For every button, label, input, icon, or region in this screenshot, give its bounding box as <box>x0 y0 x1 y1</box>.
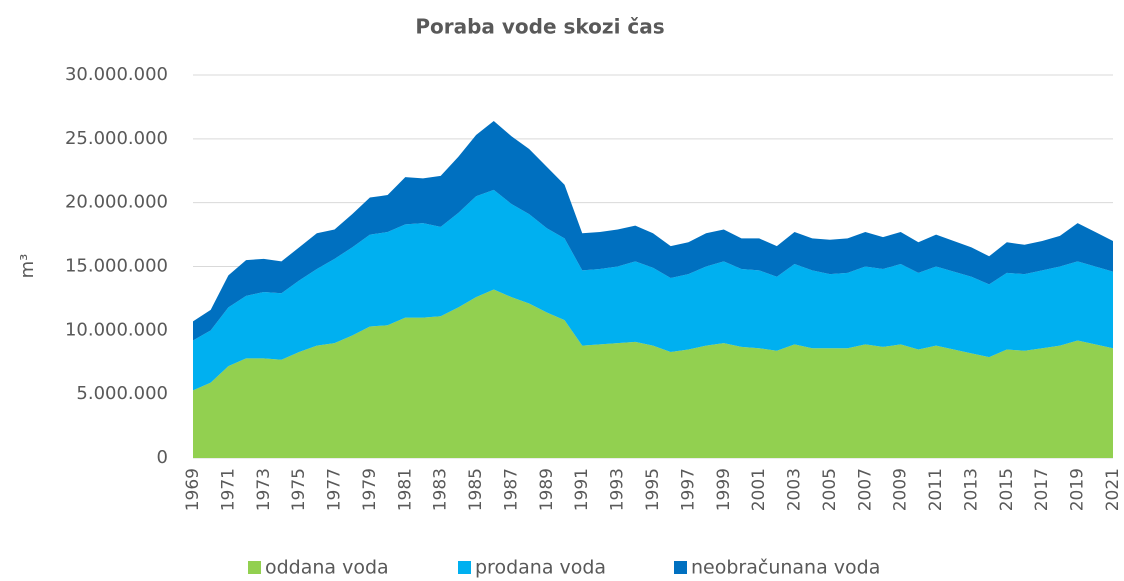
area <box>193 189 1113 391</box>
x-tick-label: 1993 <box>608 468 628 511</box>
legend-label: prodana voda <box>475 557 606 579</box>
x-tick-label: 2005 <box>820 468 840 511</box>
area <box>193 120 1113 341</box>
x-tick-label: 1973 <box>254 468 274 511</box>
legend-swatch <box>458 561 471 574</box>
x-tick-label: 1977 <box>325 468 345 511</box>
y-tick-label: 0 <box>157 447 168 468</box>
y-tick-label: 15.000.000 <box>65 256 168 277</box>
y-tick-label: 30.000.000 <box>65 64 168 85</box>
x-tick-label: 1971 <box>218 468 238 511</box>
x-tick-label: 1991 <box>572 468 592 511</box>
x-tick-label: 2001 <box>749 468 769 511</box>
legend-swatch <box>248 561 261 574</box>
x-tick-label: 1997 <box>678 468 698 511</box>
x-tick-label: 1995 <box>643 468 663 511</box>
x-tick-label: 1989 <box>537 468 557 511</box>
chart-title: Poraba vode skozi čas <box>415 15 664 39</box>
x-tick-label: 1983 <box>431 468 451 511</box>
x-tick-label: 2015 <box>997 468 1017 511</box>
x-tick-label: 1975 <box>289 468 309 511</box>
legend-swatch <box>674 561 687 574</box>
x-tick-label: 2013 <box>961 468 981 511</box>
x-tick-label: 1987 <box>501 468 521 511</box>
area <box>193 289 1113 458</box>
x-tick-label: 2009 <box>891 468 911 511</box>
y-axis-label: m³ <box>17 254 38 279</box>
y-tick-label: 5.000.000 <box>76 383 168 404</box>
x-tick-label: 1981 <box>395 468 415 511</box>
x-tick-label: 2011 <box>926 468 946 511</box>
x-tick-label: 2007 <box>855 468 875 511</box>
x-tick-label: 2003 <box>785 468 805 511</box>
x-tick-label: 1969 <box>183 468 203 511</box>
y-tick-label: 25.000.000 <box>65 128 168 149</box>
x-tick-label: 2021 <box>1103 468 1123 511</box>
legend-label: neobračunana voda <box>691 557 880 579</box>
x-tick-label: 1979 <box>360 468 380 511</box>
x-tick-label: 2019 <box>1068 468 1088 511</box>
y-tick-label: 20.000.000 <box>65 192 168 213</box>
x-tick-label: 2017 <box>1032 468 1052 511</box>
x-tick-label: 1999 <box>714 468 734 511</box>
x-tick-label: 1985 <box>466 468 486 511</box>
legend-label: oddana voda <box>265 557 389 579</box>
y-tick-label: 10.000.000 <box>65 319 168 340</box>
